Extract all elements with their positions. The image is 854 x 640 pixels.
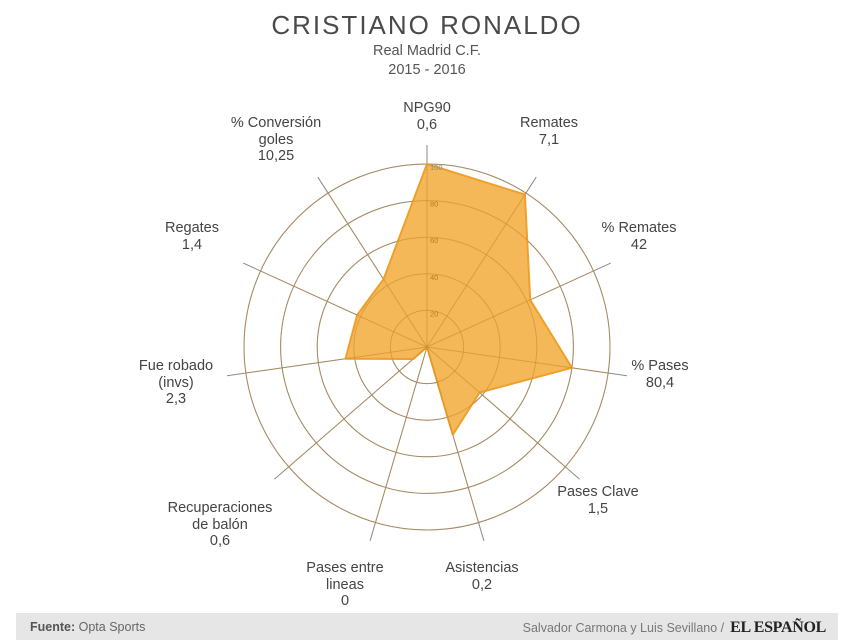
axis-value: 0,6 [416,116,438,133]
axis-label: Regates 1,4 [165,220,219,253]
axis-label: % Remates 42 [602,220,677,253]
axis-spoke-overlay [374,346,428,523]
tick-label: 40 [430,273,438,282]
axis-name: % Remates [601,220,677,236]
axis-label: % Conversión goles 10,25 [231,115,321,165]
axis-spoke-overlay [245,346,428,374]
axis-name: Regates [164,220,220,236]
axis-name: lineas [326,576,364,593]
chart-title: CRISTIANO RONALDO [271,10,583,40]
footer-bar: Fuente: Opta Sports Salvador Carmona y L… [16,613,838,640]
axis-spoke-overlay [327,192,428,348]
data-area [344,163,573,436]
axis-name: Asistencias [445,560,519,576]
axis-value: 10,25 [257,148,295,164]
axis-label: Fue robado (invs) 2,3 [139,358,213,408]
grid-ring-overlay [316,236,538,458]
axis-spoke [369,346,428,541]
source-label: Fuente: [30,620,76,634]
tick-label: 20 [430,309,438,318]
axis-value: 1,4 [181,236,203,253]
footer-credit: Salvador Carmona y Luis Sevillano / EL E… [522,619,827,637]
axis-name: % Pases [631,358,689,374]
axis-spoke-overlay [426,270,594,348]
source-value: Opta Sports [78,620,146,634]
axis-label: Pases Clave 1,5 [557,484,638,517]
axis-label: Recuperaciones de balón 0,6 [168,500,273,550]
axis-spoke-overlay [426,192,527,348]
grid-ring-overlay [243,163,611,531]
axis-label: Remates 7,1 [520,115,578,148]
axis-name: Pases entre [306,560,384,576]
axis-value: 2,3 [165,391,187,407]
footer-source: Fuente: Opta Sports [30,620,145,634]
axis-name: Pases Clave [557,484,639,500]
grid-ring-overlay [280,200,574,494]
axis-value: 7,1 [538,131,560,148]
axis-name: Remates [519,115,579,131]
authors: Salvador Carmona y Luis Sevillano / [522,621,725,635]
grid-ring-overlay [389,309,465,385]
axis-spoke-overlay [426,346,566,468]
axis-spoke-overlay [260,270,428,348]
axis-name: % Conversión [230,115,322,131]
axis-name: Fue robado [138,358,214,374]
axis-label: Asistencias 0,2 [445,560,518,593]
axis-name: goles [258,131,294,148]
tick-label: 60 [430,236,438,245]
tick-label: 100 [430,163,443,172]
axis-value: 0 [340,593,350,609]
chart-subtitle-season: 2015 - 2016 [388,62,466,78]
axis-spoke [274,346,428,480]
chart-subtitle-team: Real Madrid C.F. [373,43,481,59]
axis-value: 0,2 [471,576,493,593]
axis-name: (invs) [158,374,194,391]
axis-value: 1,5 [587,500,609,517]
axis-name: Recuperaciones [167,500,273,516]
axis-label: Pases entre lineas 0 [306,560,383,610]
grid-ring-overlay [353,273,501,421]
axis-label: NPG90 0,6 [403,100,451,133]
axis-label: % Pases 80,4 [631,358,688,391]
axis-value: 42 [630,236,648,253]
axis-spoke-overlay [426,346,609,374]
axis-value: 0,6 [209,533,231,549]
axis-name: NPG90 [403,100,451,116]
axis-spoke-overlay [288,346,428,468]
tick-label: 80 [430,200,438,209]
axis-spoke-overlay [426,346,480,523]
axis-name: de balón [192,516,248,533]
brand-logo: EL ESPAÑOL [730,619,826,636]
axis-value: 80,4 [645,374,675,391]
